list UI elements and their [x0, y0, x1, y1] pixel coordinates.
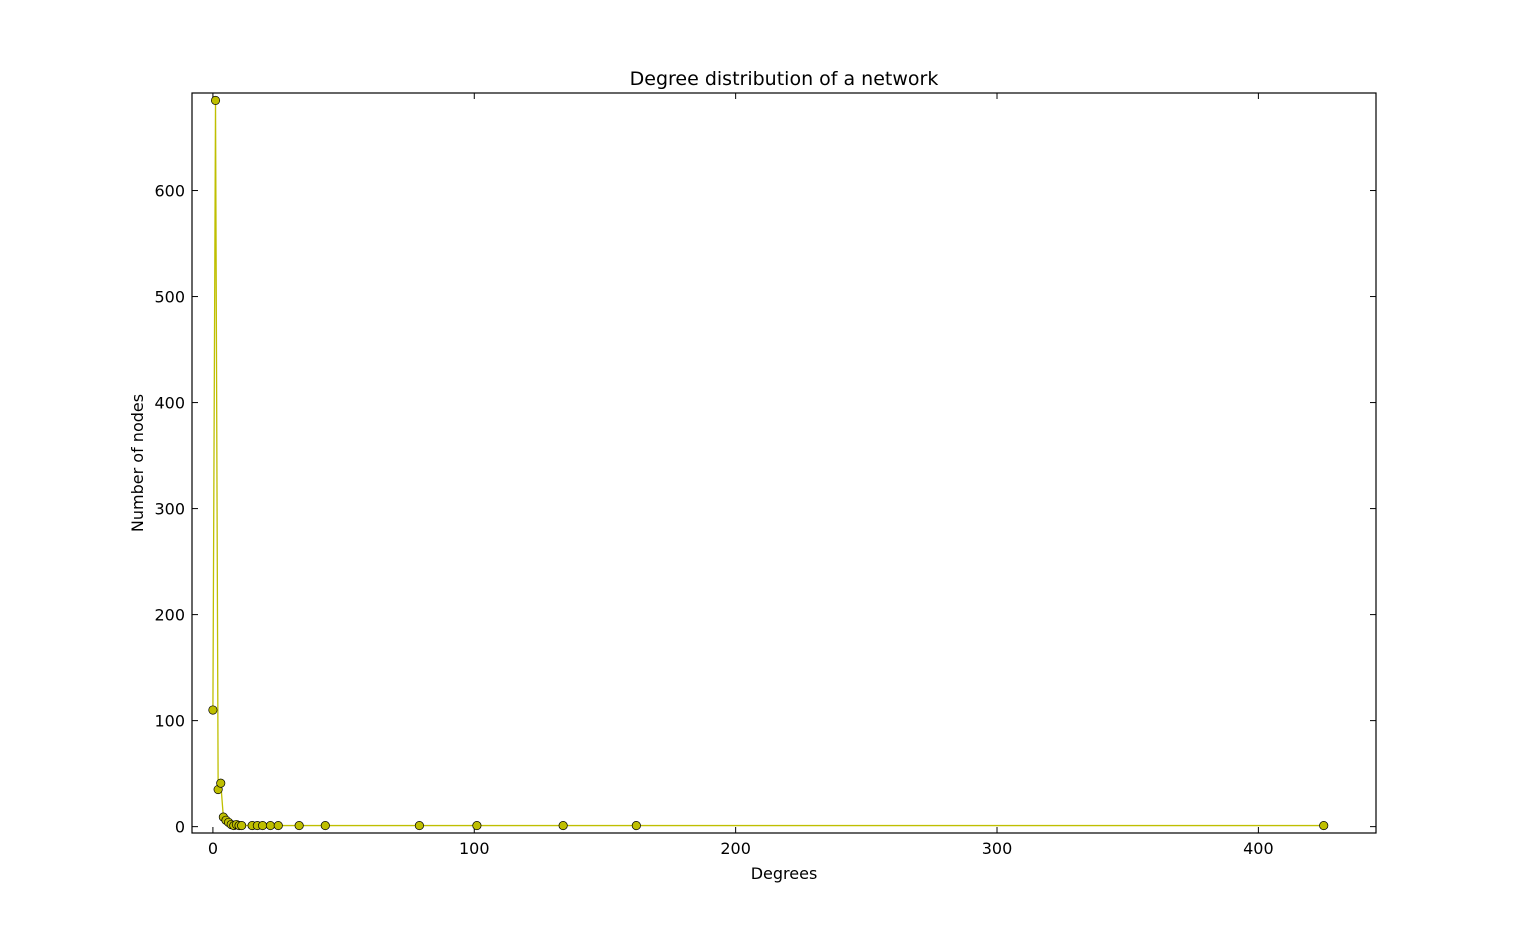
x-tick-label: 300 [982, 839, 1013, 858]
data-point [237, 821, 247, 831]
data-point [258, 821, 268, 831]
data-point [320, 821, 330, 831]
x-tick-label: 200 [720, 839, 751, 858]
x-tick-label: 100 [459, 839, 490, 858]
y-tick-label: 0 [175, 818, 185, 837]
data-point [265, 821, 275, 831]
plot-frame [191, 92, 1377, 834]
series-line [212, 100, 1324, 827]
data-point [216, 778, 226, 788]
x-axis-title: Degrees [751, 864, 818, 883]
y-tick-label: 300 [154, 500, 185, 519]
data-point [1319, 821, 1329, 831]
x-tick-label: 0 [208, 839, 218, 858]
y-tick-label: 500 [154, 288, 185, 307]
y-axis-title: Number of nodes [128, 394, 147, 532]
data-point [631, 821, 641, 831]
data-point [210, 95, 221, 105]
data-point [414, 821, 424, 831]
y-tick-label: 200 [154, 606, 185, 625]
y-tick-label: 600 [154, 182, 185, 201]
data-point [294, 821, 304, 831]
data-point [558, 821, 568, 831]
data-point [472, 821, 482, 831]
chart-title: Degree distribution of a network [630, 68, 939, 90]
data-point [208, 705, 218, 715]
ticks-layer: 0 100 200 300 400 0 100 200 300 400 500 600 [154, 93, 1376, 858]
data-point [273, 821, 283, 831]
y-tick-label: 400 [154, 394, 185, 413]
series-layer [208, 95, 1329, 831]
y-tick-label: 100 [154, 712, 185, 731]
x-tick-label: 400 [1243, 839, 1274, 858]
